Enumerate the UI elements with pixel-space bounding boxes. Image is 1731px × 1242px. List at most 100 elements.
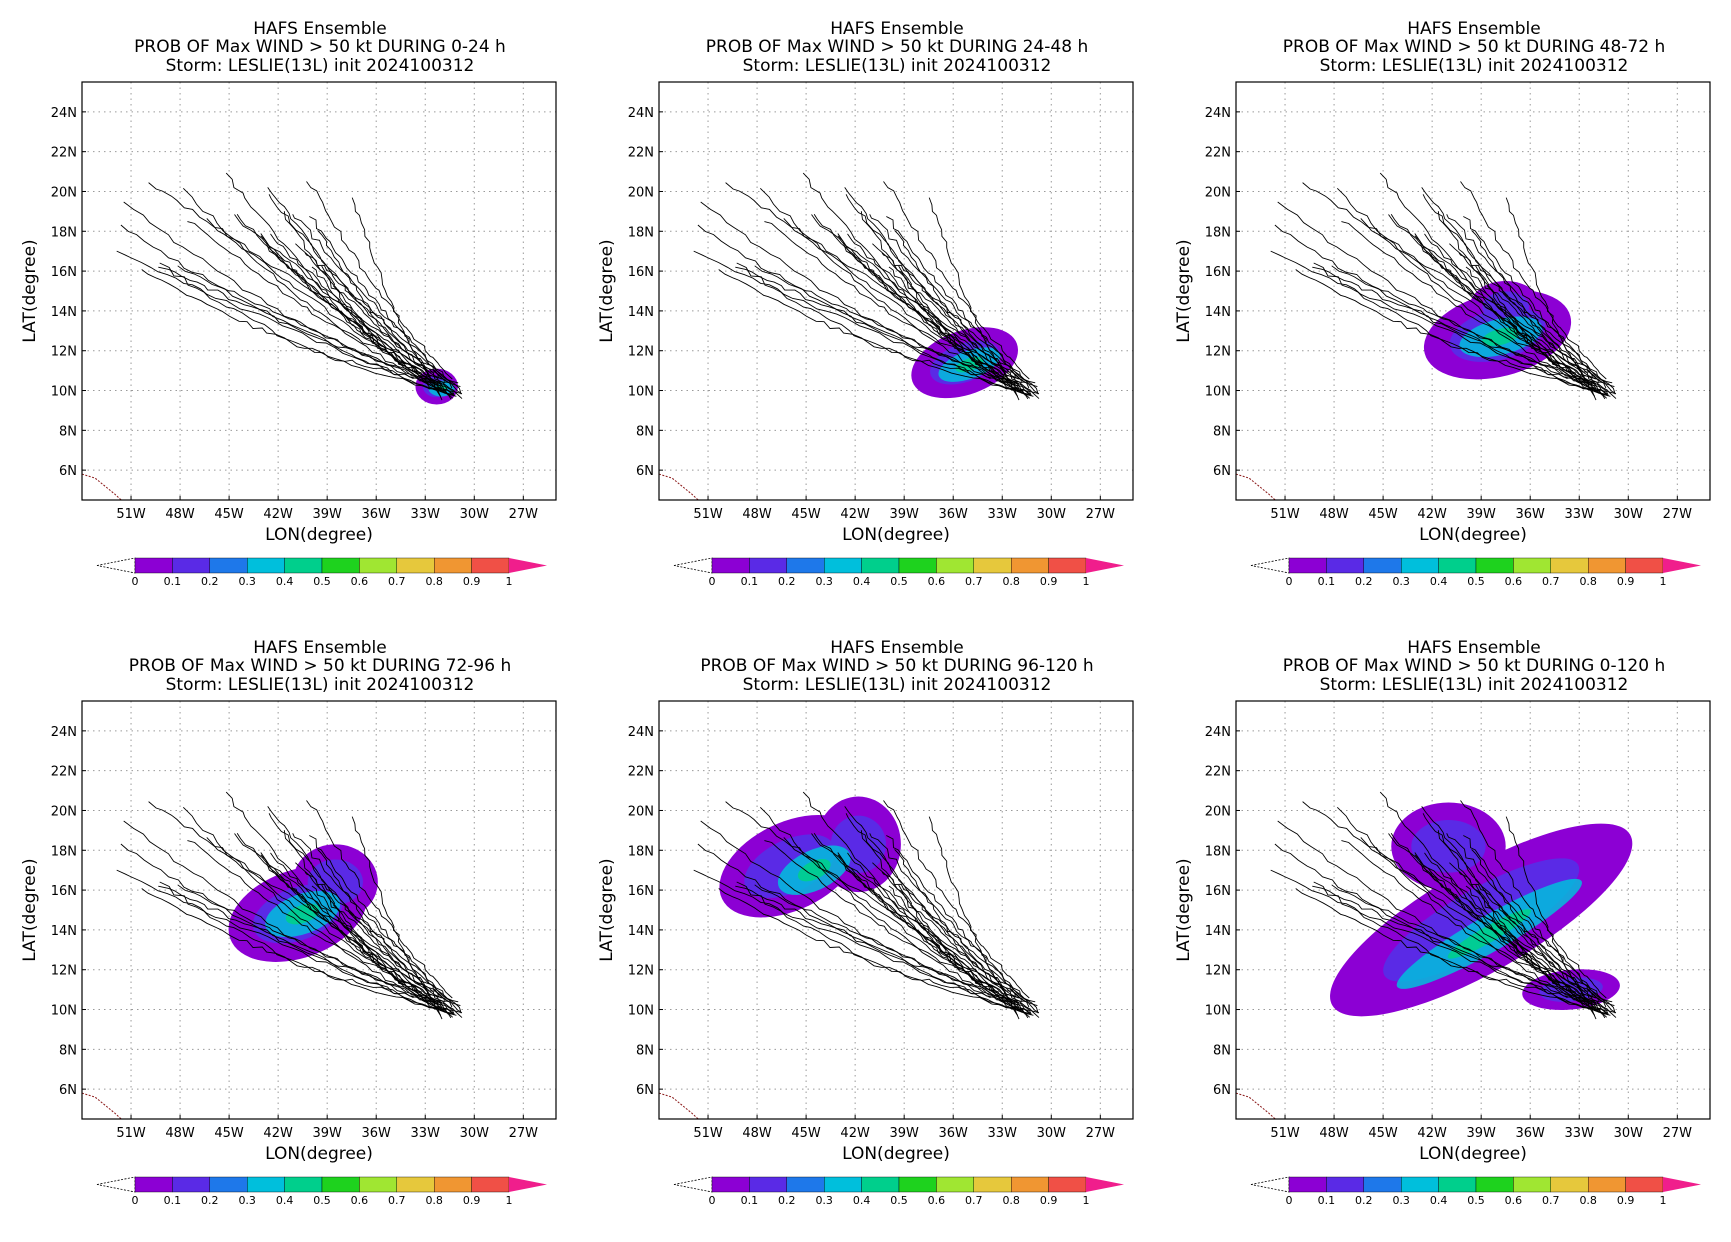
y-axis-label: LAT(degree) bbox=[1174, 239, 1194, 342]
x-tick-label: 48W bbox=[1319, 507, 1349, 522]
x-tick-label: 45W bbox=[791, 1126, 821, 1141]
x-tick-label: 51W bbox=[693, 507, 723, 522]
colorbar-swatch bbox=[1400, 1176, 1439, 1193]
x-tick-label: 48W bbox=[165, 507, 195, 522]
ensemble-track bbox=[1341, 221, 1594, 379]
colorbar-under-arrow bbox=[1250, 1176, 1290, 1193]
ensemble-tracks bbox=[1270, 172, 1617, 401]
colorbar-label: 0.9 bbox=[1040, 575, 1058, 588]
gridlines bbox=[659, 82, 1133, 500]
ensemble-track bbox=[759, 187, 1034, 397]
ensemble-track bbox=[182, 187, 457, 397]
ensemble-track bbox=[1274, 843, 1600, 1002]
colorbar-swatch bbox=[134, 1176, 173, 1193]
x-tick-label: 42W bbox=[840, 1126, 870, 1141]
y-tick-labels: 6N 8N 10N 12N 14N 16N 18N 20N 22N 24N bbox=[51, 106, 86, 479]
colorbar-swatch bbox=[823, 557, 862, 574]
colorbar-label: 0 bbox=[132, 575, 139, 588]
y-axis-label: LAT(degree) bbox=[597, 858, 617, 961]
y-tick-label: 16N bbox=[628, 884, 654, 899]
ensemble-track bbox=[844, 187, 1029, 400]
ensemble-tracks bbox=[693, 791, 1040, 1020]
y-tick-label: 8N bbox=[636, 424, 654, 439]
colorbar-swatch bbox=[1625, 557, 1664, 574]
coastline bbox=[659, 473, 699, 500]
colorbar-label: 0.7 bbox=[965, 575, 983, 588]
colorbar-swatch bbox=[936, 557, 974, 574]
colorbar-label: 0.4 bbox=[276, 1194, 294, 1207]
colorbar-swatch bbox=[786, 557, 825, 574]
y-tick-label: 22N bbox=[628, 146, 654, 161]
colorbar-label: 0.5 bbox=[313, 575, 331, 588]
colorbar-label: 0.9 bbox=[463, 1194, 481, 1207]
ensemble-track bbox=[1475, 884, 1590, 1004]
colorbar-label: 0.2 bbox=[778, 1194, 796, 1207]
y-tick-label: 12N bbox=[628, 345, 654, 360]
colorbar-swatch bbox=[1513, 1176, 1551, 1193]
y-tick-label: 14N bbox=[1205, 305, 1231, 320]
colorbar-label: 0.5 bbox=[890, 575, 908, 588]
ensemble-track bbox=[1446, 214, 1616, 395]
x-tick-labels: 51W 48W 45W 42W 39W 36W 33W 30W 27W bbox=[1270, 1115, 1692, 1141]
ensemble-track bbox=[1421, 187, 1606, 400]
y-tick-label: 6N bbox=[636, 1083, 654, 1098]
colorbar-over-arrow bbox=[1663, 558, 1701, 573]
x-tick-label: 33W bbox=[988, 1126, 1018, 1141]
x-tick-labels: 51W 48W 45W 42W 39W 36W 33W 30W 27W bbox=[693, 496, 1115, 522]
colorbar-label: 0.1 bbox=[1318, 575, 1336, 588]
ensemble-track bbox=[159, 262, 454, 395]
ensemble-track bbox=[159, 881, 454, 1014]
ensemble-track bbox=[292, 833, 462, 1014]
coastline bbox=[659, 1092, 699, 1119]
colorbar-label: 0.7 bbox=[388, 575, 406, 588]
y-tick-label: 16N bbox=[51, 884, 77, 899]
colorbar-swatch bbox=[1475, 1176, 1514, 1193]
colorbar-swatch bbox=[284, 1176, 323, 1193]
colorbar-swatch bbox=[898, 1176, 937, 1193]
colorbar-label: 0.4 bbox=[1430, 575, 1448, 588]
ensemble-track bbox=[321, 265, 436, 385]
colorbar-swatch bbox=[1048, 1176, 1087, 1193]
gridlines bbox=[1236, 82, 1710, 500]
ensemble-track bbox=[1458, 871, 1600, 1001]
colorbar-label: 0.4 bbox=[853, 1194, 871, 1207]
colorbar-label: 0.8 bbox=[425, 575, 443, 588]
colorbar-swatch bbox=[786, 1176, 825, 1193]
colorbar-label: 0.8 bbox=[425, 1194, 443, 1207]
ensemble-track bbox=[158, 266, 442, 397]
y-tick-labels: 6N 8N 10N 12N 14N 16N 18N 20N 22N 24N bbox=[628, 106, 663, 479]
colorbar-swatch bbox=[1513, 557, 1551, 574]
colorbar-over-arrow bbox=[1086, 1177, 1124, 1192]
colorbar-label: 0.8 bbox=[1579, 575, 1597, 588]
x-tick-label: 45W bbox=[1368, 507, 1398, 522]
colorbar-swatch bbox=[396, 557, 435, 574]
ensemble-track bbox=[754, 884, 1027, 1015]
panel-subtitle: PROB OF Max WIND > 50 kt DURING 24-48 h bbox=[706, 37, 1088, 57]
colorbar-label: 0.2 bbox=[1355, 1194, 1373, 1207]
x-tick-label: 33W bbox=[411, 1126, 441, 1141]
x-tick-label: 27W bbox=[1086, 507, 1116, 522]
ensemble-track bbox=[141, 888, 443, 1004]
ensemble-track bbox=[187, 840, 440, 998]
colorbar-label: 0.2 bbox=[778, 575, 796, 588]
ensemble-track bbox=[123, 820, 463, 1014]
colorbar-swatch bbox=[1363, 1176, 1402, 1193]
ensemble-track bbox=[1336, 187, 1611, 397]
ensemble-track bbox=[123, 201, 463, 395]
colorbar-swatch bbox=[284, 557, 323, 574]
y-tick-labels: 6N 8N 10N 12N 14N 16N 18N 20N 22N 24N bbox=[628, 725, 663, 1098]
y-tick-label: 24N bbox=[1205, 725, 1231, 740]
panel-storm-line: Storm: LESLIE(13L) init 2024100312 bbox=[743, 675, 1052, 695]
x-tick-label: 27W bbox=[509, 1126, 539, 1141]
colorbar-label: 1 bbox=[506, 1194, 513, 1207]
colorbar-label: 0.4 bbox=[276, 575, 294, 588]
y-tick-label: 20N bbox=[51, 804, 77, 819]
panel-subtitle: PROB OF Max WIND > 50 kt DURING 72-96 h bbox=[129, 656, 511, 676]
colorbar-label: 0.4 bbox=[853, 575, 871, 588]
colorbar-swatch bbox=[1326, 1176, 1364, 1193]
x-tick-label: 36W bbox=[1516, 1126, 1546, 1141]
colorbar-swatch bbox=[936, 1176, 974, 1193]
x-tick-label: 36W bbox=[1516, 507, 1546, 522]
y-tick-label: 22N bbox=[51, 765, 77, 780]
